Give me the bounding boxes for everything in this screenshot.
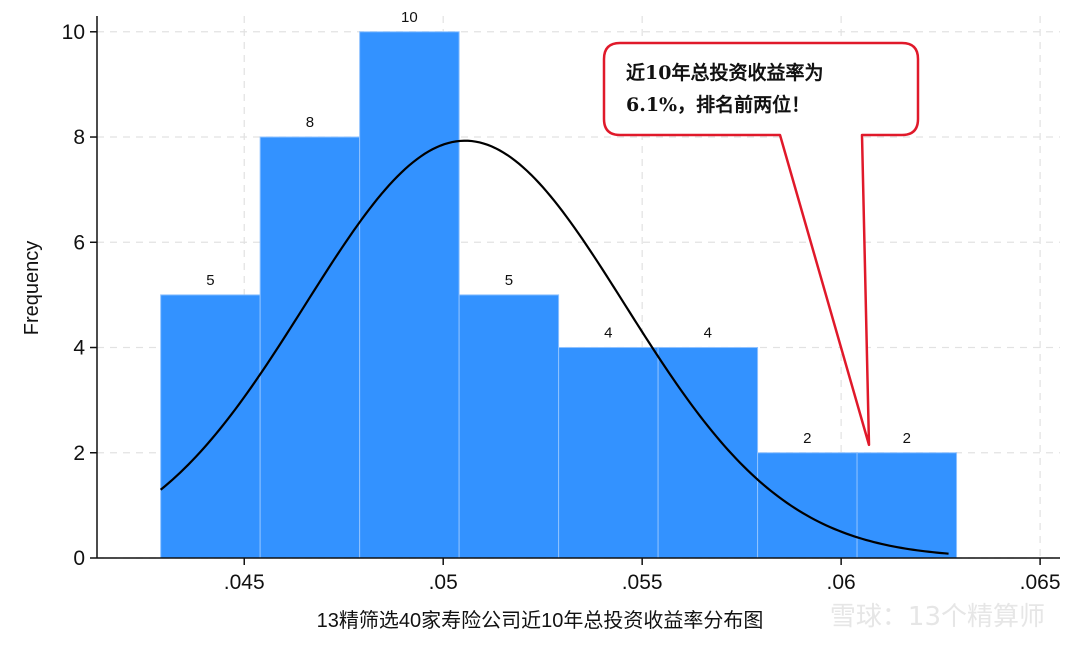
bar-value-labels: 5 8 10 5 4 4 2 2 (206, 9, 911, 447)
bar-value-label: 2 (803, 430, 811, 447)
bar-value-label: 10 (401, 9, 418, 26)
histogram-bar (359, 31, 460, 559)
x-tick-label: .065 (1020, 571, 1061, 594)
histogram-bar (856, 452, 958, 559)
annotation-callout: 近10年总投资收益率为 6.1%，排名前两位！ (602, 41, 920, 447)
normal-curve-layer (159, 139, 949, 555)
bar-value-label: 4 (704, 325, 712, 342)
histogram-bar (160, 294, 261, 559)
x-tick-label: .05 (429, 571, 458, 594)
y-tick-label: 8 (73, 126, 85, 149)
x-tick-label: .055 (622, 571, 663, 594)
x-tick-label: .045 (224, 571, 265, 594)
y-axis-title: Frequency (21, 241, 43, 336)
bar-value-label: 8 (306, 114, 314, 131)
callout-text-line: 近10年总投资收益率为 (626, 61, 823, 84)
histogram-bars (160, 31, 958, 559)
callout-text-line: 6.1%，排名前两位！ (626, 93, 810, 116)
bar-value-label: 5 (505, 272, 513, 289)
x-tick-label: .06 (827, 571, 856, 594)
y-tick-label: 4 (73, 337, 85, 360)
watermark-text: 雪球：13个精算师 (830, 602, 1045, 632)
y-tick-label: 6 (73, 231, 85, 254)
x-axis-title: 13精筛选40家寿险公司近10年总投资收益率分布图 (317, 609, 764, 632)
axes: 0 2 4 6 8 10 .045 .05 .055 .06 .065 (62, 16, 1061, 594)
y-tick-label: 0 (73, 547, 85, 570)
bar-value-label: 5 (206, 272, 214, 289)
histogram-bar (558, 347, 659, 559)
y-tick-label: 2 (73, 442, 85, 465)
y-tick-label: 10 (62, 21, 85, 44)
callout-bubble (602, 41, 920, 447)
histogram-bar (259, 136, 361, 559)
histogram-bar (757, 452, 858, 559)
histogram-bar (458, 294, 560, 559)
bar-value-label: 2 (903, 430, 911, 447)
normal-density-curve (159, 139, 949, 555)
bar-value-label: 4 (604, 325, 612, 342)
